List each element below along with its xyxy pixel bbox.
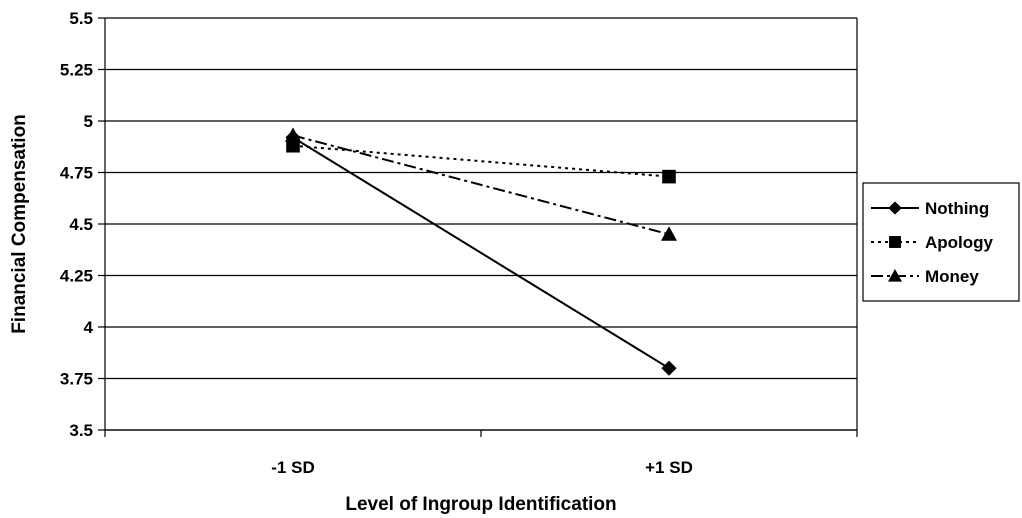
series-apology bbox=[286, 138, 676, 184]
y-tick-label: 5.25 bbox=[60, 61, 93, 80]
data-point-nothing bbox=[661, 360, 677, 376]
data-point-apology bbox=[286, 138, 300, 153]
data-point-apology bbox=[662, 169, 676, 184]
legend: Nothing Apology Money bbox=[862, 182, 1020, 302]
y-tick-label: 5 bbox=[84, 112, 93, 131]
data-point-money bbox=[661, 226, 677, 241]
legend-label-apology: Apology bbox=[925, 233, 994, 252]
legend-label-money: Money bbox=[925, 267, 979, 286]
y-tick-label: 4.75 bbox=[60, 164, 93, 183]
x-tick-label: -1 SD bbox=[271, 458, 314, 477]
y-tick-label: 3.5 bbox=[69, 421, 93, 440]
y-axis-title: Financial Compensation bbox=[9, 114, 30, 334]
legend-label-nothing: Nothing bbox=[925, 199, 989, 218]
y-axis-ticks: 5.5 5.25 5 4.75 4.5 4.25 4 3.75 3.5 bbox=[60, 9, 105, 440]
x-tick-label: +1 SD bbox=[645, 458, 693, 477]
series-layer bbox=[285, 127, 677, 376]
legend-marker-apology bbox=[889, 236, 901, 248]
y-tick-label: 4.5 bbox=[69, 215, 93, 234]
y-tick-label: 4 bbox=[84, 318, 94, 337]
gridlines bbox=[105, 17, 857, 431]
series-line-nothing bbox=[292, 136, 670, 370]
legend-marker-money bbox=[888, 269, 902, 282]
data-point-money bbox=[285, 127, 301, 142]
x-axis-ticks: -1 SD +1 SD bbox=[104, 430, 858, 477]
y-tick-label: 4.25 bbox=[60, 267, 93, 286]
legend-marker-nothing bbox=[888, 201, 902, 215]
y-tick-label: 3.75 bbox=[60, 370, 93, 389]
y-tick-label: 5.5 bbox=[69, 9, 93, 28]
x-axis-title: Level of Ingroup Identification bbox=[345, 494, 616, 515]
series-line-money bbox=[292, 134, 670, 236]
series-money bbox=[285, 127, 677, 241]
series-nothing bbox=[285, 129, 677, 376]
